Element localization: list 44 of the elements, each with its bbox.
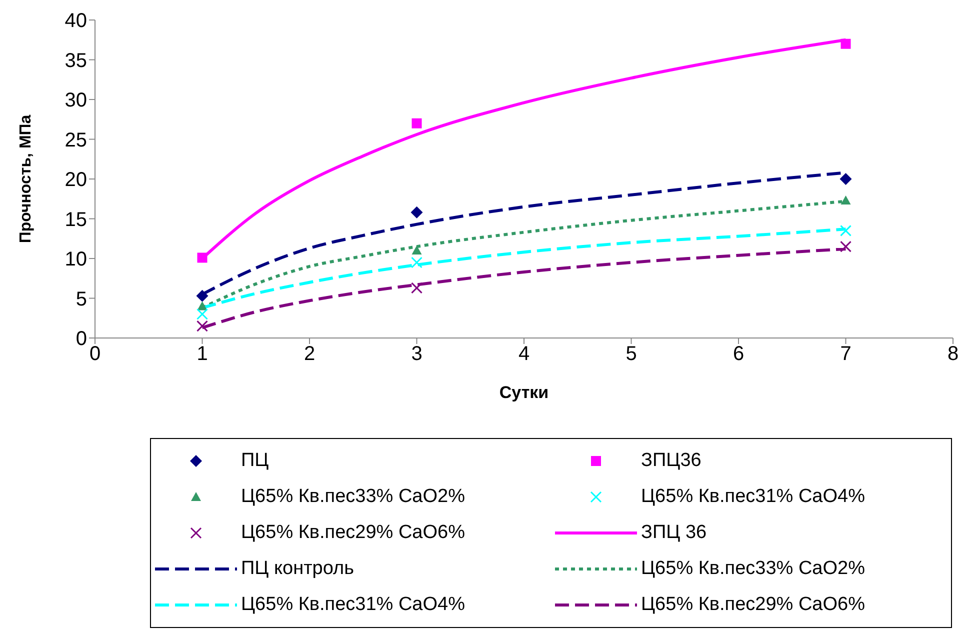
y-tick-label: 25	[64, 129, 87, 152]
point	[840, 240, 852, 252]
point	[840, 195, 851, 204]
x-tick-label: 8	[947, 343, 959, 366]
y-tick-label: 5	[76, 288, 87, 310]
x-tick-label: 7	[840, 343, 852, 366]
point	[412, 246, 422, 255]
x-tick-label: 6	[732, 343, 744, 366]
y-tick-label: 20	[64, 169, 87, 192]
point	[412, 118, 422, 128]
point	[840, 38, 851, 49]
point	[197, 301, 208, 310]
legend-label: Ц65% Кв.пес31% CaO4%	[241, 594, 465, 616]
legend-label: ЗПЦ 36	[641, 522, 707, 544]
point	[840, 173, 852, 185]
legend-label: ПЦ контроль	[241, 558, 354, 580]
y-tick-label: 15	[64, 208, 87, 231]
point	[196, 290, 208, 302]
y-tick-label: 35	[64, 50, 87, 72]
legend-label: Ц65% Кв.пес29% CaO6%	[241, 522, 465, 544]
y-tick-label: 40	[64, 10, 87, 32]
x-axis-title: Сутки	[499, 383, 549, 402]
legend-label: Ц65% Кв.пес33% CaO2%	[241, 486, 465, 508]
legend-label: Ц65% Кв.пес31% CaO4%	[641, 486, 865, 508]
legend-label: Ц65% Кв.пес33% CaO2%	[641, 558, 865, 580]
point	[197, 252, 208, 263]
legend-label: ПЦ	[241, 450, 269, 472]
point	[411, 282, 422, 294]
point	[196, 308, 208, 320]
point	[410, 206, 423, 218]
legend-label: ЗПЦ36	[641, 450, 702, 472]
y-tick-label: 30	[64, 90, 87, 112]
x-tick-label: 2	[304, 343, 316, 366]
y-axis-title: Прочность, МПа	[18, 114, 35, 244]
y-tick-label: 10	[64, 248, 87, 271]
point	[411, 256, 422, 268]
point	[196, 320, 208, 332]
y-tick-label: 0	[76, 328, 87, 350]
x-tick-label: 1	[196, 343, 208, 366]
legend-label: Ц65% Кв.пес29% CaO6%	[641, 594, 865, 616]
x-tick-label: 3	[411, 343, 422, 366]
x-tick-label: 5	[626, 343, 637, 366]
point	[840, 224, 852, 236]
x-tick-label: 4	[518, 343, 530, 366]
